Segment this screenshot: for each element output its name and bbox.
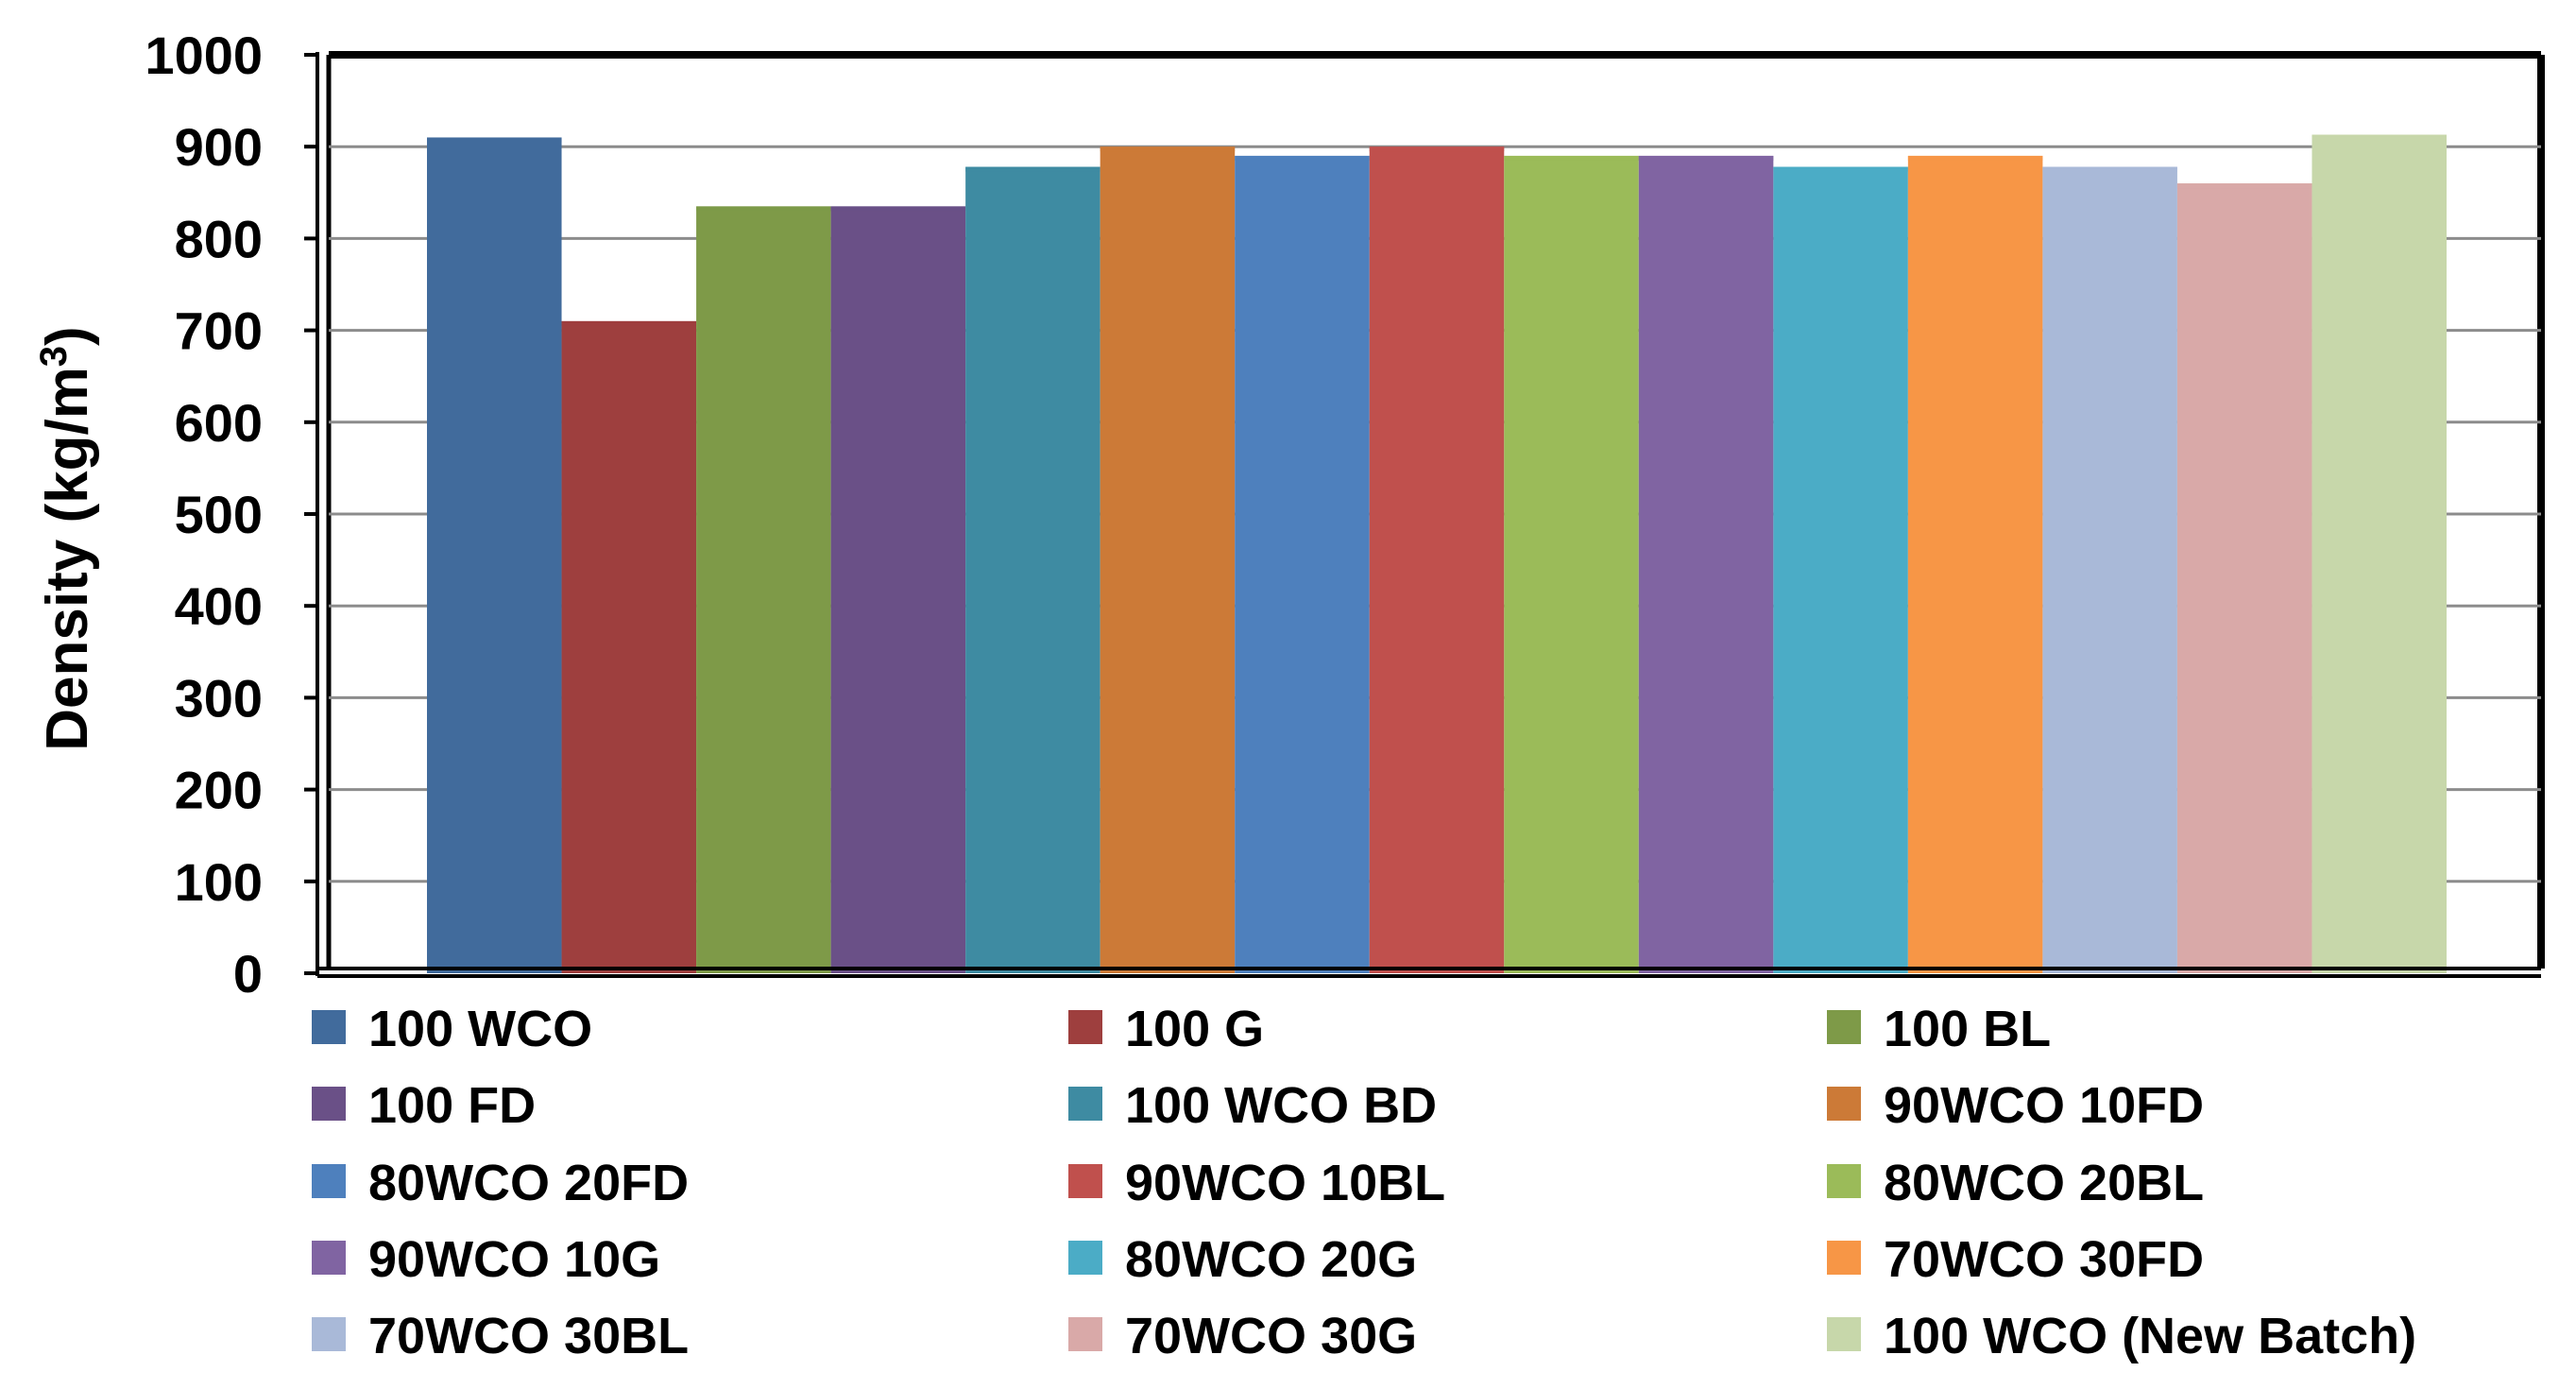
bar-13 — [2042, 166, 2177, 974]
bar-11 — [1773, 166, 1908, 974]
bar-top-15 — [2312, 134, 2447, 140]
y-tick-label: 200 — [175, 761, 263, 820]
bar-top-2 — [561, 320, 697, 326]
legend-swatch-13 — [312, 1317, 346, 1351]
legend-swatch-8 — [1068, 1164, 1102, 1198]
y-tick-label: 1000 — [145, 26, 263, 85]
legend-label-8: 90WCO 10BL — [1125, 1155, 1445, 1211]
bar-top-5 — [965, 166, 1100, 172]
plot-area — [326, 51, 2545, 969]
bar-top-9 — [1504, 155, 1639, 161]
y-tick-label: 700 — [175, 301, 263, 361]
bar-5 — [965, 166, 1100, 974]
legend-swatch-7 — [312, 1164, 346, 1198]
bar-top-13 — [2042, 166, 2177, 172]
bar-4 — [830, 206, 966, 973]
legend-swatch-4 — [312, 1087, 346, 1121]
y-tick-label: 500 — [175, 485, 263, 544]
bar-1 — [427, 137, 562, 974]
legend-label-9: 80WCO 20BL — [1884, 1155, 2204, 1211]
legend-label-13: 70WCO 30BL — [368, 1308, 689, 1364]
bar-top-4 — [830, 206, 966, 212]
bar-top-12 — [1907, 155, 2043, 161]
y-axis-title-main: Density (kg/m — [35, 367, 100, 751]
bar-10 — [1638, 155, 1774, 974]
y-tick-label: 600 — [175, 393, 263, 453]
bar-top-10 — [1638, 155, 1774, 161]
legend-swatch-9 — [1827, 1164, 1861, 1198]
legend-label-3: 100 BL — [1884, 1001, 2051, 1057]
bar-top-8 — [1369, 146, 1505, 152]
bar-top-11 — [1773, 166, 1908, 172]
y-axis-title: Density (kg/m3) — [33, 326, 100, 750]
y-tick-label: 400 — [175, 576, 263, 636]
bar-top-1 — [427, 137, 562, 143]
legend-label-4: 100 FD — [368, 1077, 536, 1134]
y-axis-title-close: ) — [35, 326, 100, 346]
bar-12 — [1907, 155, 2043, 974]
bar-top-7 — [1235, 155, 1370, 161]
legend-swatch-1 — [312, 1010, 346, 1044]
legend-label-11: 80WCO 20G — [1125, 1231, 1417, 1288]
legend-swatch-6 — [1827, 1087, 1861, 1121]
bar-2 — [561, 320, 697, 973]
legend-label-7: 80WCO 20FD — [368, 1155, 689, 1211]
bar-top-14 — [2176, 183, 2312, 189]
legend: 100 WCO 100 G 100 BL 100 FD 100 WCO BD 90WCO … — [312, 1001, 2416, 1364]
legend-swatch-2 — [1068, 1010, 1102, 1044]
legend-swatch-5 — [1068, 1087, 1102, 1121]
legend-swatch-10 — [312, 1241, 346, 1275]
y-tick-label: 900 — [175, 117, 263, 177]
legend-swatch-3 — [1827, 1010, 1861, 1044]
y-tick-label: 300 — [175, 668, 263, 728]
legend-label-12: 70WCO 30FD — [1884, 1231, 2204, 1288]
bars — [427, 134, 2447, 974]
y-tick-label: 800 — [175, 209, 263, 268]
legend-swatch-11 — [1068, 1241, 1102, 1275]
bar-8 — [1369, 146, 1505, 973]
legend-label-14: 70WCO 30G — [1125, 1308, 1417, 1364]
y-tick-label: 100 — [175, 852, 263, 912]
legend-swatch-12 — [1827, 1241, 1861, 1275]
legend-label-2: 100 G — [1125, 1001, 1264, 1057]
legend-label-5: 100 WCO BD — [1125, 1077, 1437, 1134]
legend-swatch-15 — [1827, 1317, 1861, 1351]
y-axis-ticks: 0 100 200 300 400 500 600 700 800 900 1000 — [145, 26, 317, 1003]
bar-7 — [1235, 155, 1370, 974]
y-tick-label: 0 — [233, 944, 263, 1003]
y-axis-title-superscript: 3 — [33, 346, 75, 367]
bar-9 — [1504, 155, 1639, 974]
legend-swatch-14 — [1068, 1317, 1102, 1351]
bar-14 — [2176, 183, 2312, 973]
legend-label-6: 90WCO 10FD — [1884, 1077, 2204, 1134]
bar-top-3 — [696, 206, 831, 212]
legend-label-10: 90WCO 10G — [368, 1231, 660, 1288]
bar-15 — [2312, 134, 2447, 974]
bar-3 — [696, 206, 831, 973]
legend-label-15: 100 WCO (New Batch) — [1884, 1308, 2416, 1364]
bar-6 — [1100, 146, 1236, 973]
bar-top-6 — [1100, 146, 1236, 152]
legend-label-1: 100 WCO — [368, 1001, 592, 1057]
